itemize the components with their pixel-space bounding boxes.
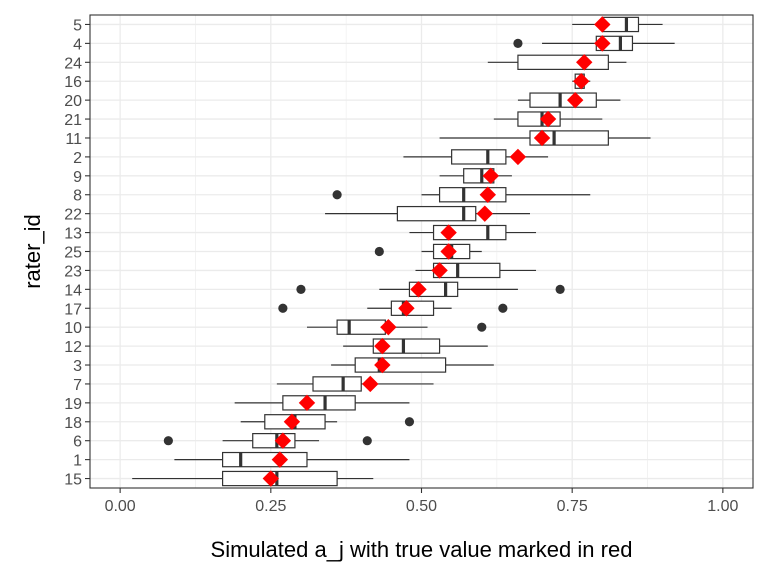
y-tick-label: 3 <box>73 358 82 375</box>
true-value-marker-8 <box>479 186 496 203</box>
box-rater-1 <box>174 451 410 468</box>
box-rater-19 <box>234 395 410 411</box>
y-tick-label: 9 <box>73 169 82 186</box>
box-iqr <box>312 376 362 392</box>
y-tick-label: 13 <box>64 226 82 243</box>
y-tick-label: 18 <box>64 415 82 432</box>
box-rater-2 <box>403 149 549 165</box>
y-tick-label: 21 <box>64 112 82 129</box>
box-iqr <box>354 357 447 373</box>
box-iqr <box>222 451 308 468</box>
box-rater-22 <box>325 205 530 222</box>
outlier-point <box>477 322 487 332</box>
y-tick-label: 12 <box>64 339 82 356</box>
x-tick-label: 0.75 <box>557 498 588 515</box>
true-value-marker-2 <box>509 148 527 166</box>
x-axis: 0.00 0.25 0.50 0.75 1.00 <box>105 488 739 515</box>
x-tick-label: 0.00 <box>105 498 136 515</box>
true-value-marker-25 <box>440 243 457 260</box>
outlier-point <box>555 284 565 294</box>
true-value-marker-13 <box>440 224 457 241</box>
true-value-marker-16 <box>573 73 590 90</box>
y-tick-label: 25 <box>64 245 82 262</box>
true-value-marker-7 <box>362 375 379 393</box>
true-value-marker-3 <box>374 356 391 374</box>
true-value-marker-23 <box>431 262 448 279</box>
y-tick-label: 19 <box>64 396 82 413</box>
y-tick-label: 5 <box>73 17 82 34</box>
true-value-marker-15 <box>262 470 280 487</box>
true-value-marker-21 <box>539 110 557 128</box>
y-tick-label: 24 <box>64 55 82 72</box>
box-iqr <box>529 130 609 146</box>
box-rater-7 <box>276 376 434 392</box>
outlier-point <box>498 303 508 313</box>
y-axis-title: rater_id <box>20 214 45 289</box>
outlier-point <box>278 303 288 313</box>
box-rater-15 <box>132 470 374 487</box>
true-value-marker-1 <box>271 451 289 468</box>
box-iqr <box>336 319 386 335</box>
box-iqr <box>517 54 609 70</box>
box-iqr <box>396 205 477 222</box>
outlier-point <box>374 246 384 257</box>
outlier-point <box>513 38 523 48</box>
y-tick-label: 6 <box>73 434 82 451</box>
box-iqr <box>451 149 507 165</box>
outlier-point <box>332 190 342 200</box>
y-tick-label: 10 <box>64 320 82 337</box>
y-tick-label: 15 <box>64 472 82 489</box>
box-iqr <box>222 470 338 487</box>
true-value-marker-4 <box>594 35 611 52</box>
box-iqr <box>372 338 441 354</box>
outlier-point <box>362 436 372 446</box>
true-value-marker-10 <box>380 318 397 336</box>
x-tick-label: 1.00 <box>707 498 738 515</box>
true-value-marker-17 <box>398 300 415 317</box>
outlier-point <box>404 417 415 427</box>
true-value-marker-18 <box>283 413 301 430</box>
box-rater-11 <box>439 130 651 146</box>
x-tick-label: 0.25 <box>255 498 286 515</box>
box-iqr <box>529 92 597 108</box>
true-value-marker-22 <box>476 205 493 222</box>
y-tick-label: 22 <box>64 207 82 224</box>
y-tick-label: 11 <box>65 131 82 148</box>
true-value-marker-6 <box>274 432 292 449</box>
true-value-markers <box>262 16 611 487</box>
true-value-marker-14 <box>410 281 427 298</box>
y-tick-label: 1 <box>73 453 82 470</box>
y-tick-label: 7 <box>73 377 82 394</box>
x-axis-title: Simulated a_j with true value marked in … <box>211 537 633 562</box>
y-tick-label: 8 <box>73 188 82 205</box>
box-iqr <box>282 395 356 411</box>
outlier-point <box>163 436 173 446</box>
x-tick-label: 0.50 <box>406 498 437 515</box>
box-rater-10 <box>306 319 487 335</box>
outlier-point <box>296 284 306 294</box>
true-value-marker-9 <box>482 167 500 185</box>
box-rater-12 <box>343 338 488 354</box>
y-tick-label: 23 <box>64 263 82 280</box>
true-value-marker-24 <box>576 54 593 71</box>
y-tick-label: 4 <box>73 36 82 53</box>
true-value-marker-20 <box>566 91 584 109</box>
y-tick-label: 20 <box>64 93 82 110</box>
true-value-marker-11 <box>533 129 551 147</box>
y-tick-label: 17 <box>64 301 82 318</box>
y-tick-label: 14 <box>64 282 82 299</box>
y-tick-label: 16 <box>64 74 82 91</box>
true-value-marker-5 <box>594 16 611 33</box>
true-value-marker-19 <box>298 394 316 412</box>
true-value-marker-12 <box>374 337 391 355</box>
y-tick-label: 2 <box>73 150 82 167</box>
